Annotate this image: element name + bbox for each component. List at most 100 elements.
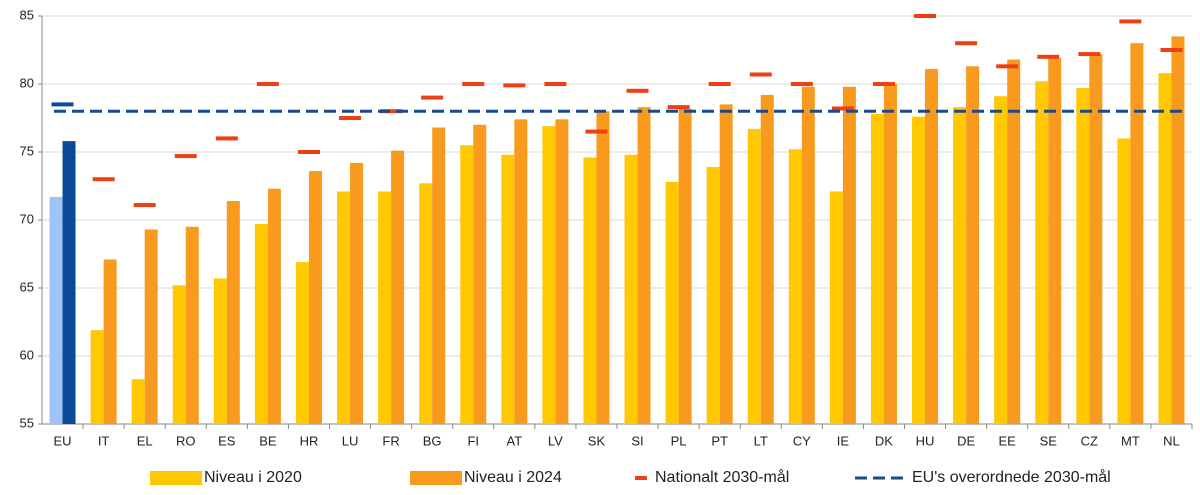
bar xyxy=(254,224,268,424)
bar xyxy=(706,166,720,424)
x-tick-label: EU xyxy=(54,433,72,448)
bar xyxy=(925,69,939,424)
bar xyxy=(1171,36,1185,425)
bar xyxy=(49,196,63,424)
target-marker xyxy=(544,82,567,86)
target-marker xyxy=(1160,48,1183,52)
target-marker xyxy=(297,150,320,154)
x-tick-label: SI xyxy=(631,433,643,448)
target-marker xyxy=(51,102,74,107)
target-marker xyxy=(1078,52,1101,57)
bar xyxy=(747,128,761,424)
x-tick-label: ES xyxy=(218,433,236,448)
target-marker xyxy=(831,106,854,111)
legend-label: Nationalt 2030-mål xyxy=(655,468,789,486)
bar xyxy=(994,96,1008,425)
target-marker xyxy=(421,95,444,100)
x-tick-label: BG xyxy=(423,433,442,448)
x-tick-label: DK xyxy=(875,433,893,448)
bar xyxy=(583,157,597,424)
target-marker xyxy=(1037,54,1060,59)
x-tick-label: LV xyxy=(548,433,563,448)
bar xyxy=(596,111,610,424)
target-marker xyxy=(256,82,279,86)
bar xyxy=(185,226,199,424)
target-marker xyxy=(955,41,978,46)
y-tick-label: 70 xyxy=(20,211,34,226)
target-marker xyxy=(749,72,772,77)
x-tick-label: BE xyxy=(259,433,277,448)
bar xyxy=(542,126,556,424)
bar xyxy=(337,191,351,424)
x-tick-label: LT xyxy=(754,433,768,448)
bar xyxy=(842,86,856,424)
x-tick-label: DE xyxy=(957,433,975,448)
bar xyxy=(473,124,487,425)
target-marker xyxy=(1119,19,1142,24)
x-tick-label: SE xyxy=(1040,433,1058,448)
bar xyxy=(637,107,651,425)
bar xyxy=(678,108,692,424)
x-tick-label: PT xyxy=(711,433,728,448)
bar xyxy=(953,107,967,425)
x-tick-label: RO xyxy=(176,433,196,448)
bar xyxy=(1007,59,1021,425)
bar xyxy=(1089,54,1103,425)
y-tick-label: 55 xyxy=(20,415,34,430)
bar xyxy=(788,149,802,424)
bar xyxy=(1076,88,1090,424)
legend-swatch xyxy=(635,476,647,480)
x-tick-label: CY xyxy=(793,433,811,448)
y-tick-label: 75 xyxy=(20,143,34,158)
x-tick-label: AT xyxy=(506,433,522,448)
bar xyxy=(1035,81,1049,424)
target-marker xyxy=(380,109,403,114)
bar xyxy=(308,171,322,424)
bar xyxy=(62,141,76,424)
bar xyxy=(90,330,104,424)
bar xyxy=(760,94,774,424)
target-marker xyxy=(174,154,197,159)
target-marker xyxy=(626,88,649,93)
target-marker xyxy=(667,105,690,110)
legend-swatch xyxy=(410,471,462,485)
bar xyxy=(226,200,240,424)
bar xyxy=(665,181,679,424)
target-marker xyxy=(872,82,895,86)
bar xyxy=(1130,43,1144,424)
legend-label: Niveau i 2020 xyxy=(204,469,302,486)
x-tick-label: FR xyxy=(382,433,399,448)
bar xyxy=(131,379,145,424)
target-marker xyxy=(133,203,156,208)
legend-swatch xyxy=(150,471,202,485)
y-tick-label: 65 xyxy=(20,279,34,294)
bar xyxy=(144,229,158,424)
target-marker xyxy=(585,129,608,134)
target-marker xyxy=(914,14,937,18)
x-tick-label: SK xyxy=(588,433,606,448)
bar xyxy=(801,86,815,424)
bar xyxy=(883,84,897,424)
bar xyxy=(378,191,392,424)
x-tick-label: IE xyxy=(837,433,850,448)
x-tick-label: MT xyxy=(1121,433,1140,448)
bar xyxy=(103,259,117,424)
bar xyxy=(460,145,474,424)
x-tick-label: FI xyxy=(467,433,479,448)
bar xyxy=(870,113,884,425)
target-marker xyxy=(462,82,485,86)
bar xyxy=(966,66,980,424)
x-tick-label: EL xyxy=(137,433,153,448)
bar xyxy=(350,162,364,424)
target-marker xyxy=(215,136,238,141)
bar xyxy=(912,116,926,424)
legend-label: Niveau i 2024 xyxy=(464,469,562,486)
bar xyxy=(514,119,528,425)
bar xyxy=(1158,73,1172,425)
bar xyxy=(432,127,446,425)
bar xyxy=(1048,58,1062,424)
bar xyxy=(419,183,433,424)
x-tick-label: IT xyxy=(98,433,110,448)
target-marker xyxy=(92,177,115,182)
